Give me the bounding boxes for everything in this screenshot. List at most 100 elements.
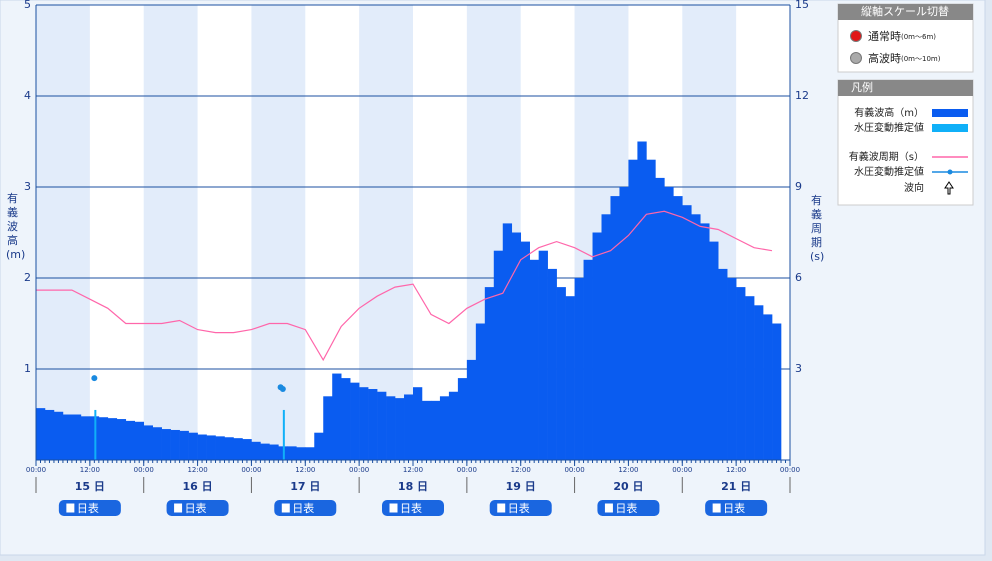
y2-axis-label: 有義周期(s) [810,194,825,263]
bar [377,391,387,460]
y-tick-label: 2 [24,271,31,284]
bar [475,323,486,460]
bar [251,441,261,460]
radio[interactable] [850,30,862,42]
bar [484,287,495,460]
bar [36,408,46,460]
x-tick-label: 00:00 [241,466,261,474]
x-tick-label: 00:00 [26,466,46,474]
bar [448,391,459,460]
direction-icon [944,181,954,195]
bar [305,447,315,460]
bar [359,387,369,460]
bar [269,444,279,460]
legend-label: 水圧変動推定値 [854,165,924,178]
button-label[interactable]: 日表 [185,501,207,515]
scale-title: 縦軸スケール切替 [861,4,949,18]
marker [91,375,98,382]
bar [466,359,477,460]
button-label[interactable]: 日表 [77,501,99,515]
button-label[interactable]: 日表 [292,501,314,515]
bar [332,373,342,460]
bar [314,432,324,460]
y-tick-label: 1 [24,362,31,375]
bar [421,400,432,460]
x-tick-label: 00:00 [564,466,584,474]
bar [152,427,162,460]
radio-label[interactable]: 通常時(0m～6m) [868,30,936,43]
bar [116,419,127,460]
bar [323,396,333,460]
day-label: 20 日 [613,480,643,493]
bar [457,378,468,460]
bar [188,432,198,460]
bar [197,434,207,460]
x-tick-label: 00:00 [457,466,477,474]
bar [547,268,557,460]
x-tick-label: 12:00 [80,466,100,474]
bar [520,241,530,460]
bar [700,223,710,460]
bar [170,429,180,460]
button-label[interactable]: 日表 [723,501,745,515]
bar [233,438,243,460]
bar [502,223,513,460]
bar [143,425,153,460]
button-label[interactable]: 日表 [508,501,530,515]
bar [206,435,216,460]
radio-label[interactable]: 高波時(0m～10m) [868,51,941,65]
x-tick-label: 12:00 [403,466,423,474]
button-label[interactable]: 日表 [615,501,637,515]
bar [772,323,782,460]
x-tick-label: 00:00 [349,466,369,474]
x-tick-label: 12:00 [295,466,315,474]
bar [439,396,450,460]
day-label: 17 日 [290,480,320,493]
bar [80,416,91,460]
x-tick-label: 00:00 [672,466,692,474]
bar [62,414,73,460]
y2-tick-label: 15 [795,0,809,11]
button-icon [496,502,507,514]
y-tick-label: 5 [24,0,31,11]
button-icon [388,502,399,514]
marker [279,386,286,393]
bar [386,396,396,460]
band [359,5,413,460]
y2-tick-label: 12 [795,89,809,102]
y2-tick-label: 9 [795,180,802,193]
bar [529,259,539,460]
bar [53,411,64,460]
bar [350,382,360,460]
bar [664,187,674,460]
y2-tick-label: 3 [795,362,802,375]
band [143,5,198,460]
bar [718,268,728,460]
bar [404,394,414,460]
bar [583,259,593,460]
x-tick-label: 00:00 [134,466,154,474]
legend-header [838,80,973,96]
bar [430,400,441,460]
bar [574,278,584,460]
y2-tick-label: 6 [795,271,802,284]
button-label[interactable]: 日表 [400,501,422,515]
legend-swatch [947,169,953,175]
bar [368,389,378,460]
bar [736,287,746,460]
day-label: 15 日 [75,480,105,493]
bar [646,159,656,460]
radio[interactable] [850,52,862,64]
bar [637,141,647,460]
bar [628,159,638,460]
legend-swatch [932,109,968,117]
button-icon [280,502,291,514]
bar [179,430,189,460]
bar [395,398,405,460]
button-icon [65,502,76,514]
bar [556,287,566,460]
bar [107,418,118,460]
period-line [36,210,773,362]
bar [413,387,423,460]
